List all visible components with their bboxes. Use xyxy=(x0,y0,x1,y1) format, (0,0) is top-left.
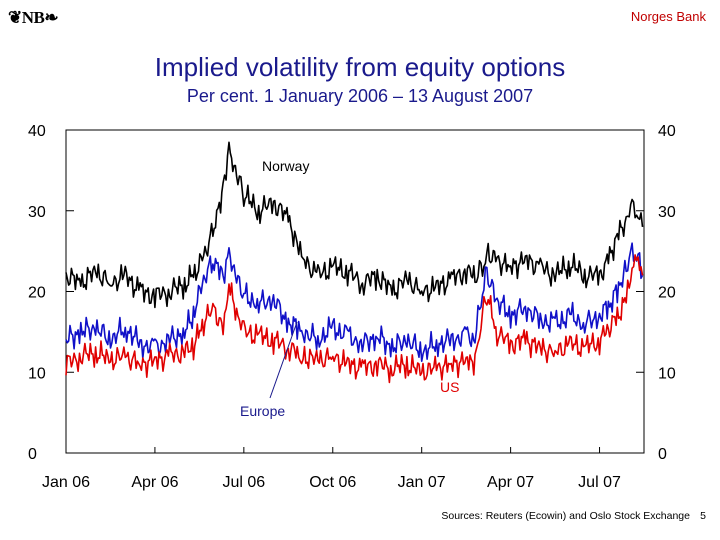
series-line-europe xyxy=(65,242,644,363)
x-tick-label: Apr 06 xyxy=(131,474,178,491)
x-tick-label: Oct 06 xyxy=(309,474,356,491)
y-tick-label-right: 40 xyxy=(658,123,676,140)
y-tick-label-left: 0 xyxy=(28,446,37,463)
y-tick-label-right: 0 xyxy=(658,446,667,463)
x-tick-label: Jul 06 xyxy=(222,474,265,491)
y-tick-label-left: 40 xyxy=(28,123,46,140)
annotation-norway: Norway xyxy=(262,158,309,174)
y-tick-label-left: 20 xyxy=(28,285,46,302)
y-tick-label-left: 10 xyxy=(28,365,46,382)
x-tick-label: Apr 07 xyxy=(487,474,534,491)
norges-bank-logo: ❦NB❧ xyxy=(8,8,59,27)
annotation-europe: Europe xyxy=(240,403,285,419)
series-line-us xyxy=(65,254,644,384)
y-tick-label-left: 30 xyxy=(28,204,46,221)
y-tick-label-right: 30 xyxy=(658,204,676,221)
x-tick-label: Jan 07 xyxy=(398,474,446,491)
bank-name: Norges Bank xyxy=(630,9,706,24)
chart-subtitle: Per cent. 1 January 2006 – 13 August 200… xyxy=(186,86,534,106)
x-tick-label: Jul 07 xyxy=(578,474,621,491)
page-number: 5 xyxy=(700,510,706,522)
series-line-norway xyxy=(65,141,644,309)
annotation-us: US xyxy=(440,379,459,395)
sources-note: Sources: Reuters (Ecowin) and Oslo Stock… xyxy=(441,510,690,522)
chart-title: Implied volatility from equity options xyxy=(154,52,566,82)
europe-pointer-line xyxy=(269,321,298,399)
chart: 0 0 10 10 20 20 30 30 40 40 Jan 06 Apr 06 Jul 06 Oct … xyxy=(28,123,676,491)
x-tick-label: Jan 06 xyxy=(42,474,90,491)
y-tick-label-right: 10 xyxy=(658,365,676,382)
y-tick-label-right: 20 xyxy=(658,285,676,302)
